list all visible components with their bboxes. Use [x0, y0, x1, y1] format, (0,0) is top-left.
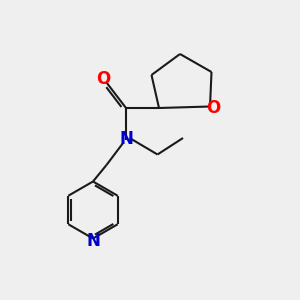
Text: N: N [86, 232, 100, 250]
Text: N: N [119, 130, 133, 148]
Text: O: O [96, 70, 111, 88]
Text: O: O [206, 99, 221, 117]
